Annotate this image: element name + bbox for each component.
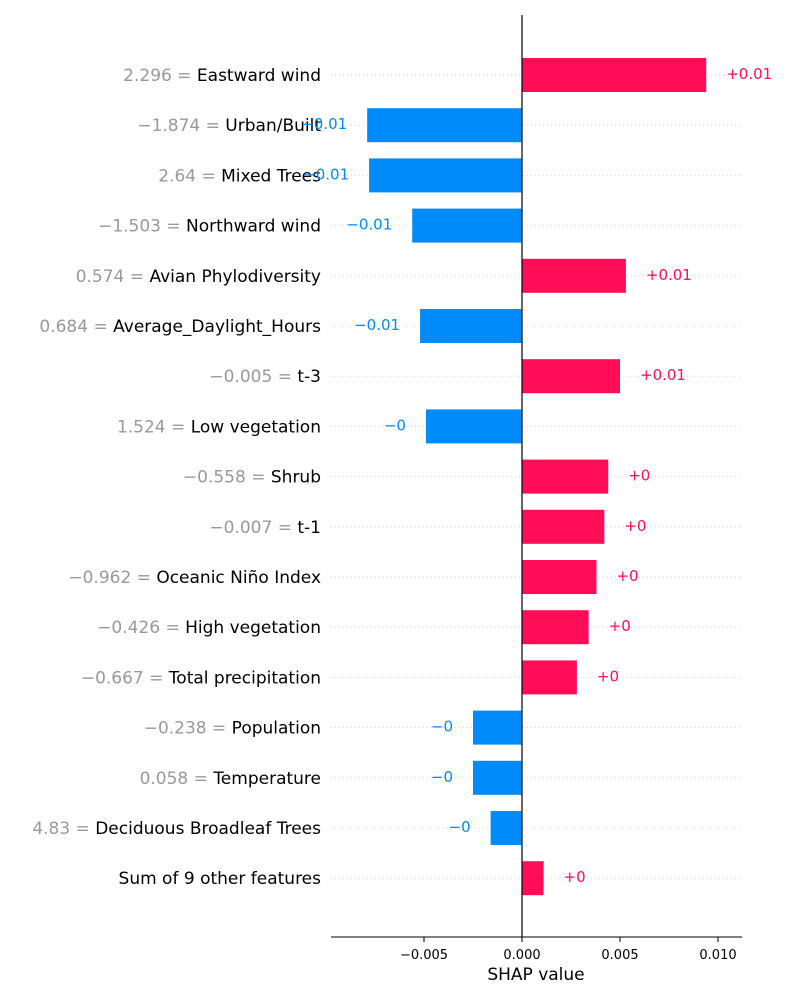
feature-label: 0.058 = Temperature [140, 769, 321, 789]
bar-8 [425, 409, 522, 444]
bar-6 [420, 309, 522, 343]
feature-label: −0.238 = Population [144, 719, 321, 739]
bar-3 [369, 158, 522, 193]
feature-value: −0.558 = [183, 468, 271, 488]
bar-value-label: −0 [384, 416, 406, 434]
feature-label: 4.83 = Deciduous Broadleaf Trees [32, 819, 321, 839]
bar-5 [522, 258, 626, 293]
bar-value-label: −0.01 [301, 115, 347, 133]
feature-value: 0.058 = [140, 769, 214, 789]
x-axis-label: SHAP value [487, 965, 584, 985]
bar-16 [490, 811, 522, 845]
bar-1 [522, 58, 707, 92]
feature-label: 0.684 = Average_Daylight_Hours [39, 317, 321, 337]
feature-label: 1.524 = Low vegetation [117, 417, 321, 437]
feature-value: −1.503 = [98, 217, 186, 237]
feature-label: −0.007 = t-1 [209, 518, 321, 538]
bar-value-label: −0.01 [346, 216, 392, 234]
bar-value-label: −0 [431, 768, 453, 786]
bar-10 [522, 509, 605, 544]
bar-value-label: −0 [431, 718, 453, 736]
feature-value: 1.524 = [117, 417, 191, 437]
feature-name: Avian Phylodiversity [149, 267, 321, 287]
feature-label: −1.503 = Northward wind [98, 217, 321, 237]
feature-name: Oceanic Niño Index [156, 568, 321, 588]
feature-value: −0.667 = [81, 668, 169, 688]
feature-name: Population [232, 719, 321, 739]
feature-name: Northward wind [186, 217, 321, 237]
bar-4 [412, 208, 522, 243]
bar-value-label: −0.01 [303, 165, 349, 183]
feature-name: Mixed Trees [221, 166, 321, 186]
x-tick-label: 0.000 [503, 948, 540, 963]
feature-value: −0.426 = [97, 618, 185, 638]
bar-value-label: +0 [564, 868, 586, 886]
bar-value-label: +0 [609, 617, 631, 635]
bar-9 [522, 459, 609, 494]
feature-value: 0.684 = [39, 317, 113, 337]
bar-11 [522, 560, 597, 594]
bar-17 [522, 861, 544, 896]
feature-value: 2.296 = [123, 66, 197, 86]
feature-name: t-3 [297, 367, 321, 387]
bar-value-label: +0 [624, 517, 646, 535]
feature-label: −0.426 = High vegetation [97, 618, 321, 638]
feature-label: 2.64 = Mixed Trees [158, 166, 321, 186]
bar-value-labels: +0.01 −0.01 −0.01 −0.01 +0.01 −0.01 +0.01 −0 +0 +… [301, 65, 772, 886]
feature-value: 4.83 = [32, 819, 95, 839]
feature-label: −0.962 = Oceanic Niño Index [68, 568, 321, 588]
feature-value: −0.962 = [68, 568, 156, 588]
feature-name: Shrub [271, 468, 321, 488]
feature-name: Average_Daylight_Hours [113, 317, 321, 337]
feature-value: −1.874 = [137, 116, 225, 136]
bar-value-label: +0 [616, 567, 638, 585]
feature-name: Deciduous Broadleaf Trees [95, 819, 321, 839]
bar-value-label: +0 [597, 667, 619, 685]
bar-13 [522, 660, 577, 695]
feature-label: Sum of 9 other features [119, 869, 322, 889]
feature-name: Total precipitation [168, 668, 321, 688]
bar-2 [367, 108, 522, 143]
bar-12 [522, 610, 589, 645]
feature-label: −0.667 = Total precipitation [81, 668, 321, 688]
bar-7 [522, 359, 620, 394]
feature-label: −0.005 = t-3 [209, 367, 321, 387]
bar-value-label: −0.01 [354, 316, 400, 334]
feature-name: Sum of 9 other features [119, 869, 322, 889]
x-tick-label: −0.005 [400, 948, 448, 963]
feature-value: 2.64 = [158, 166, 221, 186]
bar-value-label: +0 [628, 467, 650, 485]
feature-value: −0.238 = [144, 719, 232, 739]
feature-label: 2.296 = Eastward wind [123, 66, 321, 86]
bar-14 [473, 710, 522, 745]
feature-name: Eastward wind [197, 66, 321, 86]
bar-15 [473, 760, 522, 795]
x-tick-label: 0.005 [601, 948, 638, 963]
feature-value: −0.005 = [209, 367, 297, 387]
x-axis-ticks: −0.005 0.000 0.005 0.010 [400, 937, 737, 963]
feature-name: Temperature [212, 769, 321, 789]
feature-labels: 2.296 = Eastward wind −1.874 = Urban/Buil… [32, 66, 321, 889]
feature-label: −1.874 = Urban/Built [137, 116, 321, 136]
x-tick-label: 0.010 [699, 948, 736, 963]
feature-value: 0.574 = [76, 267, 150, 287]
feature-value: −0.007 = [209, 518, 297, 538]
bars [367, 58, 707, 896]
bar-value-label: +0.01 [640, 366, 686, 384]
feature-name: Urban/Built [225, 116, 321, 136]
bar-value-label: +0.01 [726, 65, 772, 83]
feature-label: −0.558 = Shrub [183, 468, 321, 488]
feature-label: 0.574 = Avian Phylodiversity [76, 267, 321, 287]
bar-value-label: −0 [449, 818, 471, 836]
feature-name: Low vegetation [191, 417, 321, 437]
feature-name: t-1 [297, 518, 321, 538]
bar-value-label: +0.01 [646, 266, 692, 284]
feature-name: High vegetation [185, 618, 321, 638]
